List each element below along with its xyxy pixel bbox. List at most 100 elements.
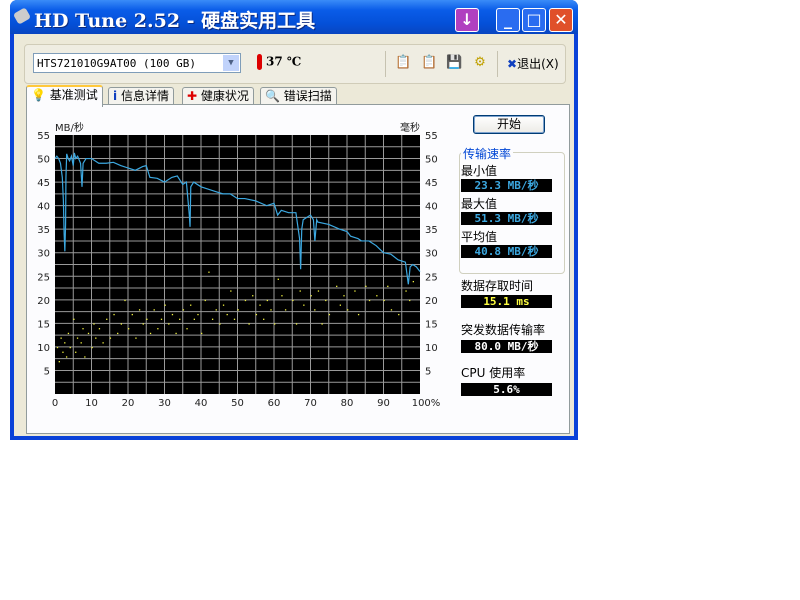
access-time-point <box>368 299 371 302</box>
tab-info[interactable]: i 信息详情 <box>108 87 174 105</box>
access-time-point <box>376 295 378 297</box>
y-tick-right: 20 <box>425 296 438 307</box>
access-time-point <box>142 323 144 325</box>
copy-image-icon[interactable]: 📋 <box>421 55 438 70</box>
access-time-point <box>201 332 203 335</box>
tab-label: 信息详情 <box>120 89 169 103</box>
access-time-point <box>60 337 62 339</box>
x-tick: 100% <box>412 398 441 409</box>
y-tick-right: 15 <box>425 319 438 330</box>
y-tick-right: 25 <box>425 272 438 283</box>
cpu-usage-value: 5.6% <box>461 383 552 396</box>
access-time-point <box>75 351 77 353</box>
access-time-point <box>69 346 71 349</box>
options-icon[interactable]: ⚙ <box>474 55 486 70</box>
maximize-button[interactable]: □ <box>522 8 546 32</box>
x-tick: 90 <box>377 398 390 409</box>
access-time-point <box>226 313 228 316</box>
access-time-point <box>347 309 349 311</box>
copy-text-icon[interactable]: 📋 <box>395 55 412 70</box>
access-time-point <box>328 313 331 316</box>
drive-select-value: HTS721010G9AT00 (100 GB) <box>37 57 196 70</box>
access-time-point <box>336 285 338 287</box>
access-time-point <box>292 299 294 302</box>
health-icon: ✚ <box>187 89 198 103</box>
access-time-point <box>255 313 258 316</box>
tab-label: 错误扫描 <box>283 89 332 103</box>
app-window: HD Tune 2.52 - 硬盘实用工具 ↓ _ □ ✕ HTS721010G… <box>10 0 578 440</box>
access-time-label: 数据存取时间 <box>461 279 534 293</box>
tab-benchmark[interactable]: 💡 基准测试 <box>26 85 103 107</box>
y-tick-right: 50 <box>425 155 438 166</box>
access-time-point <box>310 295 312 297</box>
access-time-point <box>157 328 159 330</box>
x-tick: 60 <box>268 398 281 409</box>
y-axis-label-left: MB/秒 <box>55 121 84 134</box>
close-button[interactable]: ✕ <box>549 8 573 32</box>
client-area: HTS721010G9AT00 (100 GB) ▼ 37 ℃ 📋 📋 💾 ⚙ ✖… <box>14 34 574 436</box>
access-time-value: 15.1 ms <box>461 295 552 308</box>
access-time-point <box>390 309 393 311</box>
y-tick-left: 40 <box>37 202 50 213</box>
title-bar[interactable]: HD Tune 2.52 - 硬盘实用工具 ↓ _ □ ✕ <box>10 0 578 34</box>
minimize-button[interactable]: _ <box>496 8 520 32</box>
access-time-point <box>325 299 327 302</box>
access-time-point <box>186 328 188 330</box>
access-time-point <box>168 323 170 325</box>
min-value: 23.3 MB/秒 <box>461 179 552 192</box>
access-time-point <box>208 271 210 273</box>
access-time-point <box>259 304 261 306</box>
access-time-point <box>387 285 389 287</box>
access-time-point <box>299 290 301 292</box>
temperature-value: 37 ℃ <box>266 54 302 69</box>
y-tick-right: 45 <box>425 178 438 189</box>
access-time-point <box>284 309 287 311</box>
tab-health[interactable]: ✚ 健康状况 <box>182 87 254 105</box>
y-tick-left: 15 <box>37 319 50 330</box>
y-tick-right: 30 <box>425 249 438 260</box>
access-time-point <box>124 299 126 302</box>
toolbar: HTS721010G9AT00 (100 GB) ▼ 37 ℃ 📋 📋 💾 ⚙ ✖… <box>24 44 566 84</box>
download-icon[interactable]: ↓ <box>455 8 479 32</box>
y-tick-left: 5 <box>44 366 50 377</box>
access-time-point <box>128 328 130 330</box>
access-time-point <box>160 318 163 320</box>
access-time-point <box>131 313 133 316</box>
temperature: 37 ℃ <box>257 54 301 70</box>
exit-button[interactable]: ✖退出(X) <box>507 55 559 72</box>
access-time-point <box>317 290 320 292</box>
y-tick-left: 35 <box>37 225 50 236</box>
access-time-point <box>135 337 137 339</box>
save-icon[interactable]: 💾 <box>446 55 463 70</box>
access-time-point <box>84 356 86 358</box>
access-time-point <box>65 356 68 358</box>
access-time-point <box>73 318 75 320</box>
access-time-point <box>204 299 206 302</box>
access-time-point <box>56 346 59 349</box>
benchmark-icon: 💡 <box>31 88 46 102</box>
access-time-point <box>354 290 356 292</box>
access-time-point <box>146 318 148 320</box>
access-time-point <box>171 313 174 316</box>
access-time-point <box>91 346 93 349</box>
drive-select[interactable]: HTS721010G9AT00 (100 GB) ▼ <box>33 53 241 73</box>
chevron-down-icon[interactable]: ▼ <box>223 55 239 71</box>
access-time-point <box>281 295 283 297</box>
start-button[interactable]: 开始 <box>473 115 545 134</box>
error-scan-icon: 🔍 <box>265 89 280 103</box>
y-tick-right: 5 <box>425 366 431 377</box>
access-time-point <box>95 337 97 339</box>
access-time-point <box>233 318 236 320</box>
divider <box>385 51 386 77</box>
access-time-point <box>93 323 95 325</box>
window-title: HD Tune 2.52 - 硬盘实用工具 <box>34 10 316 32</box>
access-time-point <box>295 323 298 325</box>
transfer-rate-label: 传输速率 <box>461 145 514 162</box>
max-value: 51.3 MB/秒 <box>461 212 552 225</box>
access-time-point <box>248 323 250 325</box>
access-time-point <box>76 337 79 339</box>
access-time-point <box>120 323 122 325</box>
access-time-point <box>153 309 155 311</box>
exit-label: 退出(X) <box>517 57 559 71</box>
tab-error-scan[interactable]: 🔍 错误扫描 <box>260 87 337 105</box>
